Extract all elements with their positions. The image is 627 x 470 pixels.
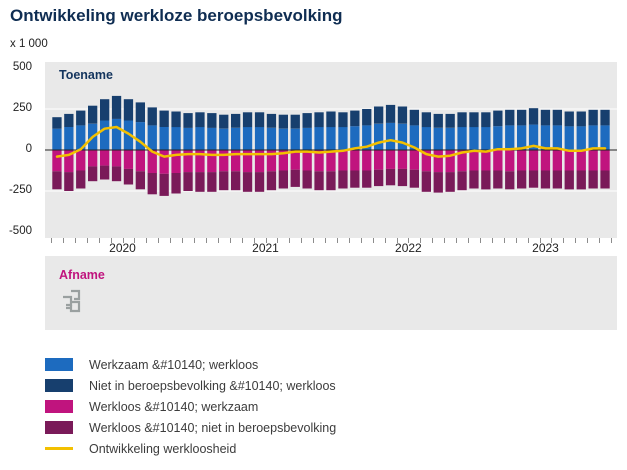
month-tick: [551, 238, 553, 243]
month-tick: [86, 238, 88, 243]
plot-area: Toename 2020 2021 2022 2023 Afname: [45, 62, 617, 330]
legend-item-label: Werkloos &#10140; werkzaam: [89, 399, 259, 414]
legend-color-swatch: [45, 358, 73, 371]
month-tick: [241, 238, 243, 243]
y-tick-label: -250: [8, 184, 32, 196]
month-tick: [289, 238, 291, 243]
legend-item-label: Niet in beroepsbevolking &#10140; werklo…: [89, 378, 336, 393]
month-tick: [62, 238, 64, 243]
month-tick: [444, 238, 446, 243]
month-tick: [384, 238, 386, 243]
legend-item: Ontwikkeling werkloosheid: [45, 438, 336, 459]
legend-item: Werkloos &#10140; werkzaam: [45, 396, 336, 417]
month-tick: [313, 238, 315, 243]
month-tick: [158, 238, 160, 243]
month-tick: [527, 238, 529, 243]
month-tick: [599, 238, 601, 243]
decrease-label: Afname: [59, 268, 105, 282]
y-tick-label: 250: [12, 102, 32, 114]
x-axis-year-label: 2021: [252, 241, 279, 255]
month-tick: [348, 238, 350, 243]
legend-color-swatch: [45, 379, 73, 392]
month-tick: [420, 238, 422, 243]
legend: Werkzaam &#10140; werkloos Niet in beroep…: [45, 354, 336, 459]
month-tick: [122, 238, 124, 243]
month-tick: [491, 238, 493, 243]
month-tick: [205, 238, 207, 243]
month-tick: [146, 238, 148, 243]
month-tick: [229, 238, 231, 243]
y-tick-label: 500: [12, 61, 32, 73]
month-tick: [456, 238, 458, 243]
legend-line-swatch: [45, 442, 73, 455]
month-tick: [408, 238, 410, 243]
month-tick: [468, 238, 469, 243]
month-tick: [51, 238, 52, 243]
month-tick: [563, 238, 565, 243]
month-tick: [575, 238, 577, 243]
month-tick: [217, 238, 219, 243]
legend-color-swatch: [45, 400, 73, 413]
legend-color-swatch: [45, 421, 73, 434]
month-tick: [74, 238, 76, 243]
month-tick: [372, 238, 374, 243]
month-tick: [360, 238, 362, 243]
unemployment-line: [55, 125, 607, 158]
y-tick-label: -500: [8, 225, 32, 237]
month-tick: [337, 238, 338, 243]
chart-title: Ontwikkeling werkloze beroepsbevolking: [10, 6, 343, 25]
month-tick: [611, 238, 612, 243]
month-tick: [432, 238, 434, 243]
x-axis-year-label: 2022: [395, 241, 422, 255]
x-axis-year-label: 2023: [532, 241, 559, 255]
month-tick: [325, 238, 326, 243]
y-tick-label: 0: [25, 143, 32, 155]
month-tick: [253, 238, 255, 243]
legend-item: Niet in beroepsbevolking &#10140; werklo…: [45, 375, 336, 396]
x-axis-band: 2020 2021 2022 2023: [45, 238, 617, 256]
increase-label: Toename: [59, 68, 113, 82]
month-tick: [110, 238, 112, 243]
y-axis-ticks: 500 250 0 -250 -500: [0, 61, 38, 242]
month-tick: [587, 238, 589, 243]
month-tick: [170, 238, 172, 243]
month-tick: [134, 238, 136, 243]
month-tick: [182, 238, 184, 243]
legend-item-label: Werkzaam &#10140; werkloos: [89, 357, 259, 372]
bar-chart-svg: [45, 95, 617, 196]
month-tick: [539, 238, 541, 243]
legend-item-label: Werkloos &#10140; niet in beroepsbevolki…: [89, 420, 337, 435]
month-tick: [277, 238, 279, 243]
x-axis-year-label: 2020: [109, 241, 136, 255]
legend-item: Werkzaam &#10140; werkloos: [45, 354, 336, 375]
month-tick: [503, 238, 505, 243]
month-tick: [301, 238, 303, 243]
month-tick: [98, 238, 100, 243]
month-tick: [265, 238, 267, 243]
legend-item: Werkloos &#10140; niet in beroepsbevolki…: [45, 417, 336, 438]
month-tick: [479, 238, 481, 243]
month-tick: [515, 238, 517, 243]
month-tick: [194, 238, 195, 243]
y-axis-unit-label: x 1 000: [10, 38, 48, 50]
month-tick: [396, 238, 398, 243]
cbs-logo: [63, 289, 81, 313]
legend-item-label: Ontwikkeling werkloosheid: [89, 441, 237, 456]
